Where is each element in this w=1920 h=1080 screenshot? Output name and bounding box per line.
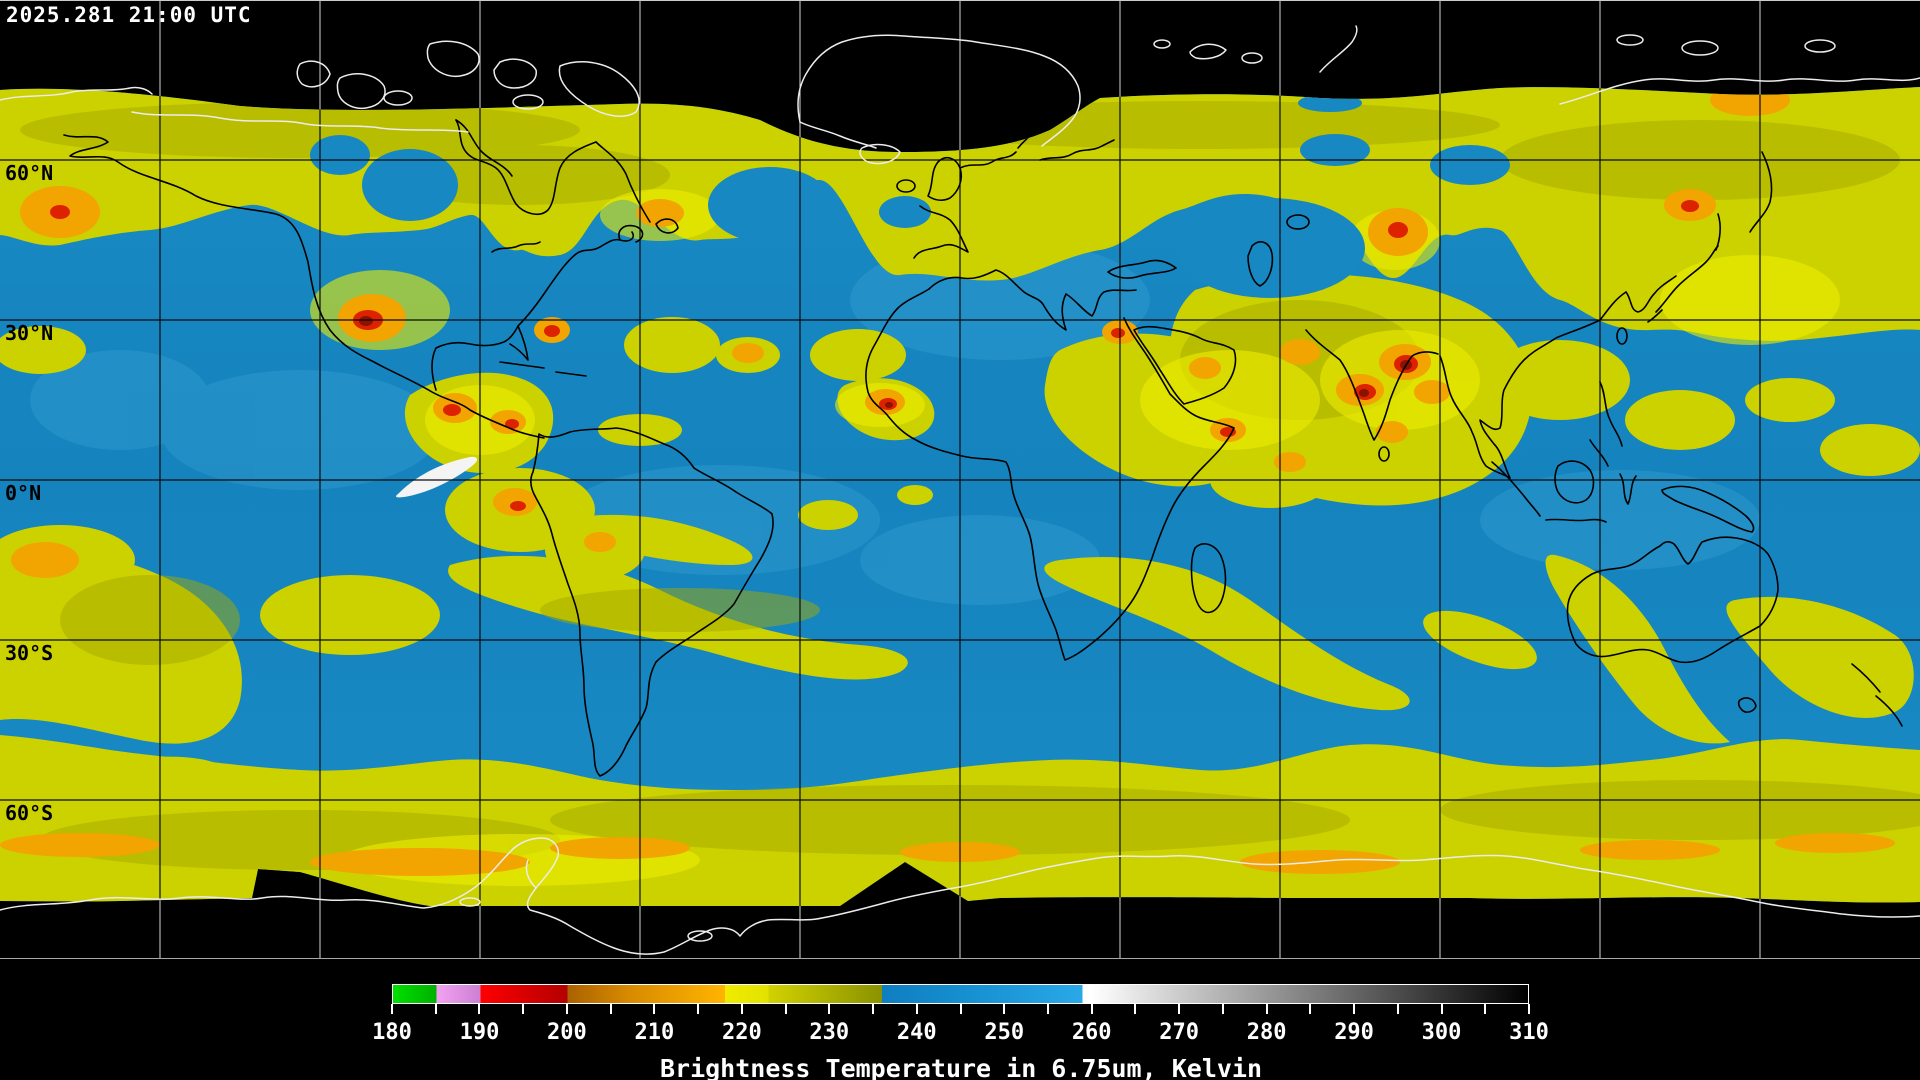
colorbar-tick-label: 310 [1509, 1020, 1549, 1045]
colorbar-tick-label: 240 [896, 1020, 937, 1045]
map-canvas [0, 0, 1920, 960]
lat-label-30n: 30°N [5, 321, 54, 345]
colorbar-tick [1265, 1004, 1268, 1014]
colorbar-tick-label: 250 [984, 1020, 1025, 1045]
colorbar-tick-label: 230 [809, 1020, 850, 1045]
colorbar-tick [697, 1004, 700, 1014]
colorbar-tick-label: 210 [634, 1020, 675, 1045]
colorbar-tick [434, 1004, 437, 1014]
colorbar-tick [565, 1004, 568, 1014]
lat-label-30s: 30°S [5, 641, 54, 665]
colorbar [392, 984, 1529, 1004]
colorbar-tick [1090, 1004, 1093, 1014]
cold-cloud-cores [0, 87, 1895, 876]
colorbar-tick-label: 270 [1159, 1020, 1200, 1045]
lat-label-0n: 0°N [5, 481, 42, 505]
colorbar-tick [1221, 1004, 1224, 1014]
lat-label-60s: 60°S [5, 801, 54, 825]
world-map: 60°N 30°N 0°N 30°S 60°S [0, 0, 1920, 960]
colorbar-tick [1353, 1004, 1356, 1014]
imagery-layer [0, 0, 1920, 960]
colorbar-ticks [391, 1004, 1530, 1015]
graticule-data-black [0, 0, 1920, 960]
colorbar-tick [1484, 1004, 1487, 1014]
colorbar-tick [478, 1004, 481, 1014]
colorbar-tick [1396, 1004, 1399, 1014]
colorbar-tick [1178, 1004, 1181, 1014]
colorbar-tick [1003, 1004, 1006, 1014]
colorbar-tick [1134, 1004, 1137, 1014]
dry-intrusions [310, 94, 1510, 298]
colorbar-caption: Brightness Temperature in 6.75um, Kelvin [659, 1054, 1263, 1080]
timestamp: 2025.281 21:00 UTC [6, 3, 252, 27]
colorbar-tick [959, 1004, 962, 1014]
colorbar-tick [1440, 1004, 1443, 1014]
colorbar-tick [872, 1004, 875, 1014]
colorbar-labels: 180 190 200 210 220 230 240 250 260 270 280 290 300 3… [372, 1020, 1549, 1048]
colorbar-tick-label: 180 [372, 1020, 412, 1045]
colorbar-tick [828, 1004, 831, 1014]
coastlines-data [63, 103, 1903, 777]
colorbar-tick-label: 290 [1334, 1020, 1374, 1045]
colorbar-tick-label: 280 [1246, 1020, 1287, 1045]
colorbar-tick [740, 1004, 743, 1014]
colorbar-tick-label: 190 [459, 1020, 500, 1045]
colorbar-tick-label: 260 [1071, 1020, 1112, 1045]
colorbar-tick-label: 200 [547, 1020, 587, 1045]
colorbar-tick [653, 1004, 656, 1014]
colorbar-tick [1046, 1004, 1049, 1014]
warm-white-sliver [396, 456, 478, 498]
colorbar-tick [915, 1004, 918, 1014]
colorbar-tick-label: 220 [721, 1020, 762, 1045]
colorbar-tick [391, 1004, 393, 1014]
colorbar-tick [522, 1004, 525, 1014]
colorbar-tick [784, 1004, 787, 1014]
colorbar-tick [1309, 1004, 1312, 1014]
colorbar-tick [609, 1004, 612, 1014]
lat-label-60n: 60°N [5, 161, 54, 185]
coastlines-polar [0, 25, 1920, 955]
colorbar-tick [1528, 1004, 1530, 1014]
colorbar-tick-label: 300 [1421, 1020, 1462, 1045]
